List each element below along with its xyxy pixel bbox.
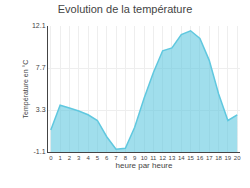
svg-text:10: 10 (141, 155, 148, 161)
svg-text:16: 16 (197, 155, 204, 161)
svg-text:12.1: 12.1 (32, 22, 46, 29)
svg-text:8: 8 (124, 155, 128, 161)
svg-text:11: 11 (150, 155, 157, 161)
svg-text:14: 14 (178, 155, 185, 161)
svg-text:0: 0 (49, 155, 53, 161)
svg-text:19: 19 (225, 155, 232, 161)
svg-text:7: 7 (114, 155, 118, 161)
svg-text:20: 20 (234, 155, 241, 161)
svg-text:-1.1: -1.1 (34, 148, 46, 155)
svg-text:12: 12 (159, 155, 166, 161)
svg-text:18: 18 (215, 155, 222, 161)
svg-text:3.3: 3.3 (36, 106, 46, 113)
svg-text:Evolution de la température: Evolution de la température (58, 3, 193, 15)
svg-text:15: 15 (187, 155, 194, 161)
svg-text:17: 17 (206, 155, 213, 161)
svg-text:2: 2 (68, 155, 72, 161)
svg-text:heure par heure: heure par heure (116, 161, 173, 170)
svg-text:13: 13 (169, 155, 176, 161)
svg-text:6: 6 (105, 155, 109, 161)
svg-text:Température en °C: Température en °C (22, 60, 30, 119)
svg-text:5: 5 (96, 155, 100, 161)
svg-text:1: 1 (58, 155, 62, 161)
svg-text:9: 9 (133, 155, 137, 161)
svg-text:3: 3 (77, 155, 81, 161)
svg-text:7.7: 7.7 (36, 64, 46, 71)
svg-text:4: 4 (86, 155, 90, 161)
